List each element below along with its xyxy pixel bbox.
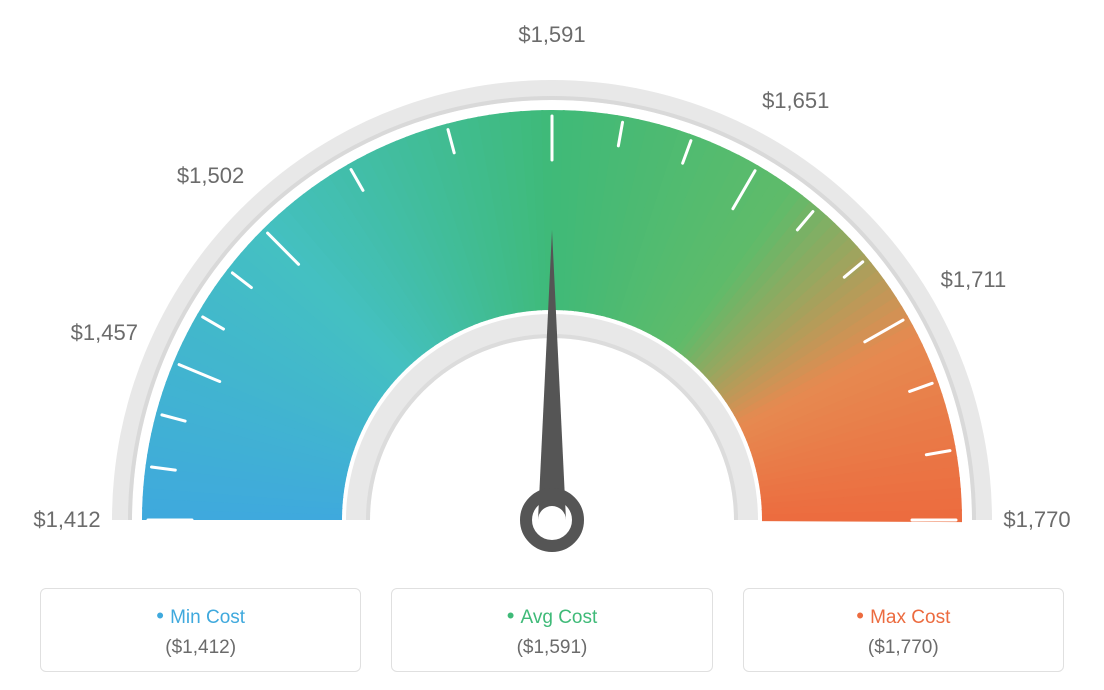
legend-avg-title: Avg Cost: [392, 603, 711, 629]
legend-avg-box: Avg Cost ($1,591): [391, 588, 712, 672]
legend-row: Min Cost ($1,412) Avg Cost ($1,591) Max …: [0, 588, 1104, 672]
gauge-tick-label: $1,591: [518, 22, 585, 48]
gauge-tick-label: $1,412: [33, 507, 100, 533]
gauge-tick-label: $1,711: [941, 267, 1007, 293]
legend-max-value: ($1,770): [744, 637, 1063, 659]
gauge-tick-label: $1,770: [1003, 507, 1070, 533]
legend-avg-value: ($1,591): [392, 637, 711, 659]
legend-max-box: Max Cost ($1,770): [743, 588, 1064, 672]
legend-min-value: ($1,412): [41, 637, 360, 659]
gauge-tick-label: $1,502: [177, 163, 244, 189]
legend-min-title: Min Cost: [41, 603, 360, 629]
cost-gauge: $1,412 $1,457 $1,502 $1,591 $1,651 $1,711 $1,7…: [0, 0, 1104, 570]
gauge-tick-label: $1,651: [762, 88, 829, 114]
gauge-tick-label: $1,457: [71, 320, 138, 346]
legend-min-box: Min Cost ($1,412): [40, 588, 361, 672]
legend-max-title: Max Cost: [744, 603, 1063, 629]
gauge-svg: [0, 0, 1104, 570]
